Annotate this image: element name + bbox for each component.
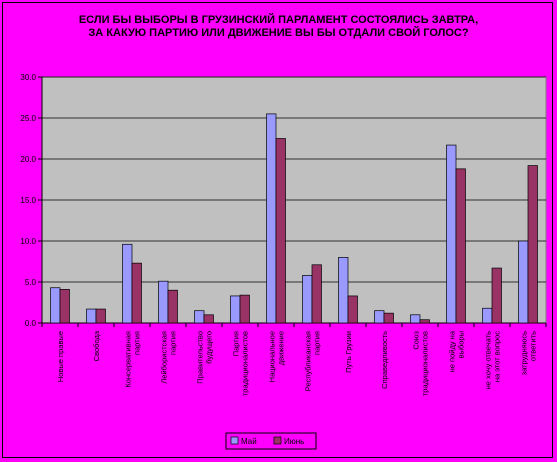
x-category-label: традиционалистов [241, 331, 250, 396]
bar-june [383, 312, 394, 324]
x-category-label: ответить [529, 331, 538, 361]
bar-june [491, 267, 502, 324]
x-category-label: Новые правые [56, 331, 65, 382]
chart-title-line-1: ЕСЛИ БЫ ВЫБОРЫ В ГРУЗИНСКИЙ ПАРЛАМЕНТ СО… [78, 14, 479, 26]
bar-may [302, 275, 313, 324]
x-category-label: партия [313, 331, 322, 355]
y-tick-label: 0.0 [25, 319, 37, 328]
x-category-label: будущего [205, 331, 214, 364]
x-category-label: Лейбористская [160, 331, 169, 384]
bar-may [122, 243, 133, 324]
bar-may [86, 308, 97, 324]
bar-june [455, 168, 466, 324]
legend-label-june: Июнь [284, 437, 304, 446]
bar-june [275, 138, 286, 324]
x-category-label: Республиканская [304, 331, 313, 391]
x-category-label: партия [169, 331, 178, 355]
x-category-label: движение [277, 331, 286, 365]
x-category-label: на этот вопрос [493, 331, 502, 382]
x-category-label: Союз [412, 330, 421, 349]
legend-box [225, 432, 317, 450]
y-tick-label: 15.0 [20, 196, 36, 205]
bar-june [203, 314, 214, 324]
bar-may [266, 113, 277, 324]
bar-june [131, 262, 142, 324]
x-category-label: не пойду на [448, 330, 457, 372]
x-category-label: не хочу отвечать [484, 331, 493, 389]
bar-june [95, 308, 106, 324]
legend-swatch-june [273, 436, 282, 445]
x-category-label: Правительство [196, 331, 205, 384]
legend-swatch-may [230, 436, 239, 445]
bar-may [410, 314, 421, 324]
y-tick-label: 5.0 [25, 278, 37, 287]
y-tick-label: 20.0 [20, 155, 36, 164]
x-category-label: партия [133, 331, 142, 355]
x-category-label: Консервативная [124, 331, 133, 388]
bar-may [338, 257, 349, 324]
bar-may [446, 144, 457, 324]
x-category-label: Путь Грузии [344, 331, 353, 373]
bar-may [518, 240, 529, 324]
x-category-label: выборы [457, 331, 466, 358]
x-category-label: затрудняюсь [520, 331, 529, 375]
bar-june [347, 295, 358, 324]
bar-june [527, 165, 538, 324]
x-category-label: Свобода [92, 330, 101, 361]
bar-may [158, 280, 169, 324]
bar-may [374, 310, 385, 324]
bar-june [167, 289, 178, 324]
chart-title-line-2: ЗА КАКУЮ ПАРТИЮ ИЛИ ДВИЖЕНИЕ ВЫ БЫ ОТДАЛ… [88, 27, 469, 39]
bar-may [50, 287, 61, 324]
x-category-label: Справедливость [380, 331, 389, 389]
bar-may [230, 295, 241, 324]
bar-june [59, 289, 70, 324]
legend-label-may: Май [241, 437, 257, 446]
y-tick-label: 25.0 [20, 114, 36, 123]
chart-title: ЕСЛИ БЫ ВЫБОРЫ В ГРУЗИНСКИЙ ПАРЛАМЕНТ СО… [0, 14, 557, 40]
chart-frame [2, 2, 553, 458]
x-category-label: традиционалистов [421, 331, 430, 396]
bar-may [482, 307, 493, 324]
x-category-label: Партия [232, 331, 241, 356]
x-category-label: Национальное [268, 331, 277, 382]
bar-june [419, 319, 430, 324]
y-tick-label: 10.0 [20, 237, 36, 246]
bar-may [194, 310, 205, 324]
bar-june [239, 294, 250, 324]
y-tick-label: 30.0 [20, 73, 36, 82]
bar-june [311, 264, 322, 324]
